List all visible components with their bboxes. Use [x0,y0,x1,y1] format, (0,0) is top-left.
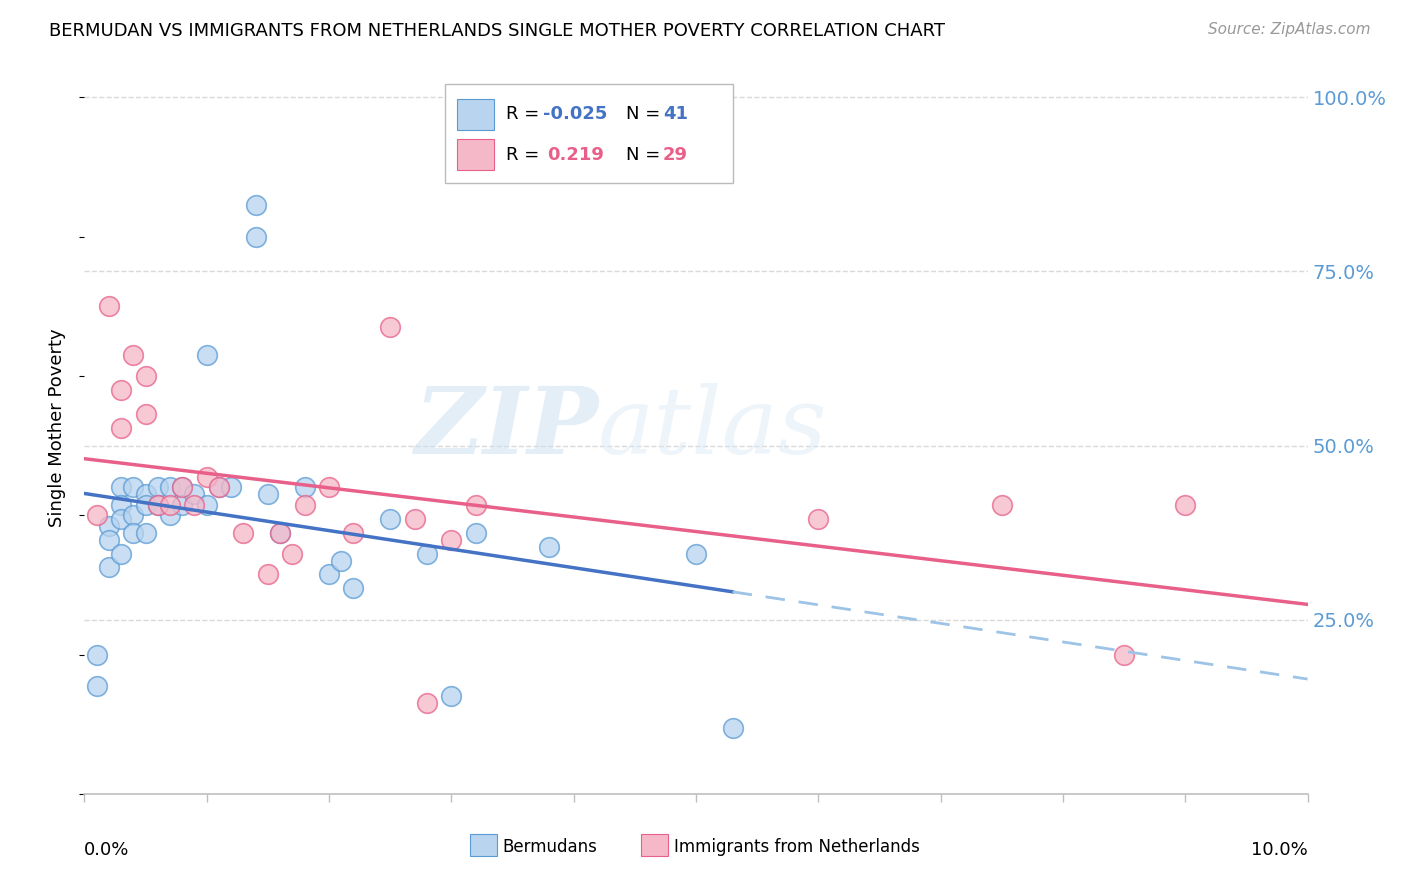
Point [146,480,169,494]
Point [380,320,402,334]
Text: Bermudans: Bermudans [503,838,598,855]
Point [294,480,316,494]
Point [110,480,132,494]
Text: 0.219: 0.219 [547,145,603,163]
Text: 29: 29 [664,145,688,163]
Point [110,421,132,435]
Point [440,533,463,547]
Text: N =: N = [626,105,666,123]
Text: 0.0%: 0.0% [84,841,129,859]
Point [281,547,304,561]
Point [416,696,439,710]
Y-axis label: Single Mother Poverty: Single Mother Poverty [48,329,66,527]
Text: ZIP: ZIP [413,384,598,473]
Point [159,480,181,494]
Point [318,567,340,582]
Text: Immigrants from Netherlands: Immigrants from Netherlands [673,838,920,855]
Point [464,525,486,540]
Point [245,198,267,212]
Point [318,480,340,494]
Point [342,582,364,596]
Point [122,525,145,540]
Point [135,525,157,540]
Point [721,721,744,735]
Text: -0.025: -0.025 [543,105,607,123]
Point [97,518,120,533]
Point [86,648,108,662]
Point [122,348,145,362]
Point [86,679,108,693]
Point [416,547,439,561]
Point [146,498,169,512]
Point [294,498,316,512]
Bar [457,99,494,129]
Point [404,512,426,526]
Point [183,487,205,501]
Point [135,498,157,512]
Point [269,525,291,540]
Point [269,525,291,540]
Point [110,512,132,526]
Point [991,498,1014,512]
Bar [641,834,668,856]
Point [208,480,231,494]
Point [135,368,157,383]
Text: R =: R = [506,145,551,163]
Text: BERMUDAN VS IMMIGRANTS FROM NETHERLANDS SINGLE MOTHER POVERTY CORRELATION CHART: BERMUDAN VS IMMIGRANTS FROM NETHERLANDS … [49,22,945,40]
Point [219,480,242,494]
Bar [457,139,494,170]
Point [257,487,280,501]
Point [172,480,194,494]
Point [342,525,364,540]
Point [1174,498,1197,512]
Point [159,498,181,512]
Text: N =: N = [626,145,666,163]
Point [135,407,157,421]
Point [807,512,830,526]
Text: 10.0%: 10.0% [1251,841,1308,859]
Point [97,560,120,574]
Text: R =: R = [506,105,546,123]
Point [330,553,353,567]
Point [110,383,132,397]
Point [97,533,120,547]
Point [245,229,267,244]
Bar [446,85,733,183]
Point [110,498,132,512]
Point [538,540,561,554]
Point [195,470,218,484]
Point [122,508,145,523]
Point [159,508,181,523]
Text: Source: ZipAtlas.com: Source: ZipAtlas.com [1208,22,1371,37]
Text: atlas: atlas [598,384,828,473]
Point [97,299,120,313]
Text: 41: 41 [664,105,688,123]
Point [257,567,280,582]
Point [380,512,402,526]
Point [208,480,231,494]
Point [195,348,218,362]
Point [440,690,463,704]
Point [135,487,157,501]
Point [146,498,169,512]
Point [110,547,132,561]
Point [172,480,194,494]
Bar [470,834,496,856]
Point [464,498,486,512]
Point [232,525,254,540]
Point [172,498,194,512]
Point [1114,648,1136,662]
Point [685,547,707,561]
Point [183,498,205,512]
Point [122,480,145,494]
Point [195,498,218,512]
Point [86,508,108,523]
